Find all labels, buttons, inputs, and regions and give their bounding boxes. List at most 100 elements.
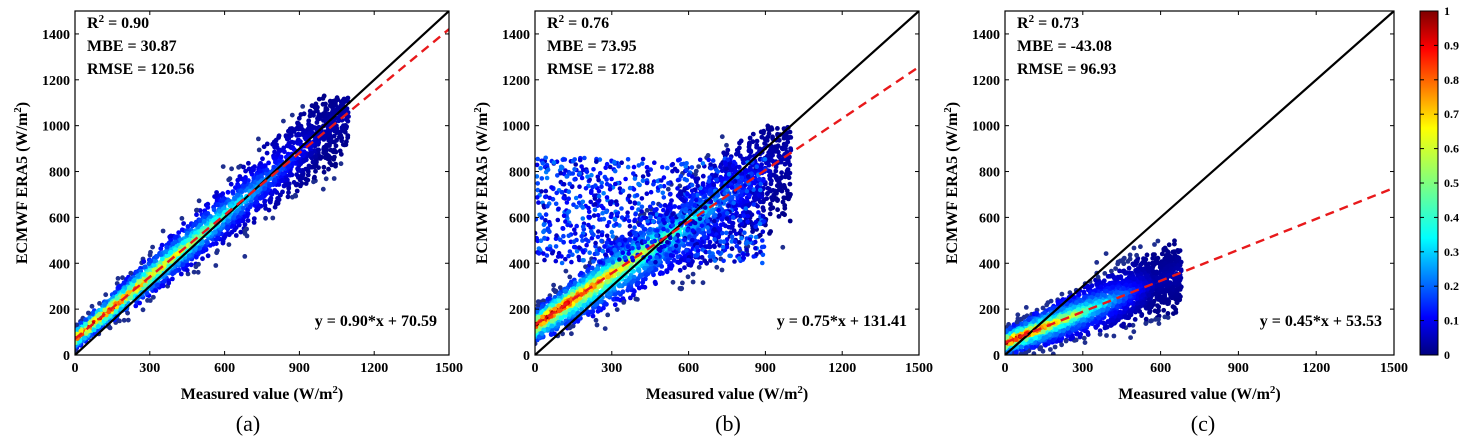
y-axis-label-end: ) — [14, 102, 31, 107]
scatter-point — [343, 142, 349, 148]
scatter-point — [201, 219, 207, 224]
scatter-point — [164, 249, 169, 255]
scatter-point — [291, 147, 297, 152]
scatter-point — [228, 203, 234, 209]
scatter-point — [736, 164, 742, 170]
scatter-point — [235, 177, 241, 183]
scatter-point — [170, 276, 175, 282]
scatter-point — [125, 290, 131, 296]
scatter-point — [102, 307, 108, 313]
scatter-point — [726, 224, 732, 230]
scatter-point — [268, 191, 274, 196]
scatter-point — [780, 244, 786, 250]
scatter-point — [711, 243, 717, 249]
mbe-text: MBE = 30.87 — [87, 38, 177, 55]
scatter-point — [261, 163, 266, 169]
scatter-point — [246, 166, 252, 172]
scatter-point — [785, 159, 790, 165]
scatter-point — [750, 229, 755, 235]
scatter-point — [700, 280, 706, 286]
scatter-point — [307, 113, 313, 119]
scatter-point — [664, 269, 670, 275]
scatter-point — [133, 303, 139, 309]
scatter-point — [114, 296, 120, 301]
scatter-point — [277, 192, 283, 198]
scatter-point — [261, 144, 267, 150]
x-tick-label: 600 — [214, 361, 235, 376]
scatter-point — [685, 274, 691, 280]
scatter-point — [263, 215, 268, 221]
scatter-point — [754, 138, 760, 144]
x-tick-label: 0 — [72, 361, 79, 376]
scatter-point — [260, 156, 265, 162]
scatter-point — [187, 253, 192, 258]
scatter-point — [161, 278, 167, 284]
scatter-point — [115, 276, 121, 281]
scatter-point — [95, 324, 101, 330]
scatter-point — [233, 233, 239, 238]
scatter-point — [714, 264, 720, 270]
scatter-point — [282, 149, 287, 155]
scatter-point — [226, 232, 232, 238]
scatter-point — [700, 173, 706, 179]
scatter-point — [121, 317, 127, 323]
scatter-point — [786, 191, 791, 197]
scatter-point — [214, 250, 220, 256]
scatter-point — [142, 282, 148, 288]
scatter-point — [310, 159, 316, 165]
scatter-point — [569, 331, 574, 337]
scatter-point — [636, 285, 642, 291]
scatter-point — [120, 288, 126, 294]
y-tick-label: 200 — [49, 303, 70, 318]
scatter-point — [127, 295, 133, 301]
scatter-point — [280, 177, 285, 183]
scatter-point — [773, 164, 779, 170]
scatter-point — [343, 117, 349, 122]
scatter-point — [275, 196, 281, 202]
scatter-point — [263, 191, 268, 197]
scatter-point — [773, 168, 779, 174]
scatter-point — [185, 271, 191, 277]
scatter-point — [309, 103, 315, 109]
scatter-point — [548, 332, 554, 337]
scatter-point — [241, 164, 246, 170]
scatter-point — [162, 260, 168, 266]
scatter-point — [680, 280, 685, 286]
scatter-point — [125, 317, 131, 323]
scatter-point — [303, 181, 309, 186]
scatter-point — [729, 246, 735, 252]
scatter-point — [130, 282, 136, 287]
scatter-point — [225, 224, 231, 230]
y-tick-label: 0 — [63, 349, 70, 364]
scatter-point — [636, 268, 642, 274]
scatter-point — [151, 258, 157, 264]
scatter-point — [614, 307, 620, 312]
scatter-point — [196, 250, 202, 256]
scatter-point — [324, 145, 329, 151]
scatter-point — [256, 174, 261, 180]
scatter-point — [299, 175, 305, 181]
scatter-point — [696, 264, 702, 270]
fit-line — [75, 28, 449, 340]
scatter-point — [632, 289, 637, 294]
scatter-point — [769, 126, 775, 132]
scatter-point — [151, 262, 157, 268]
scatter-point — [785, 174, 791, 180]
scatter-point — [213, 237, 219, 242]
scatter-point — [141, 259, 147, 264]
scatter-point — [272, 188, 278, 193]
scatter-point — [303, 134, 309, 140]
scatter-point — [602, 326, 608, 331]
scatter-point — [220, 222, 226, 228]
scatter-point — [116, 284, 122, 289]
scatter-point — [217, 208, 223, 214]
scatter-point — [590, 313, 596, 319]
scatter-point — [765, 191, 770, 196]
chart-panel-b: 0 300 600 900 1200 15000200400600800100012001… — [472, 10, 933, 436]
scatter-point — [306, 121, 311, 127]
scatter-point — [311, 179, 316, 185]
scatter-point — [131, 278, 137, 284]
scatter-point — [318, 156, 323, 161]
scatter-point — [257, 168, 263, 174]
